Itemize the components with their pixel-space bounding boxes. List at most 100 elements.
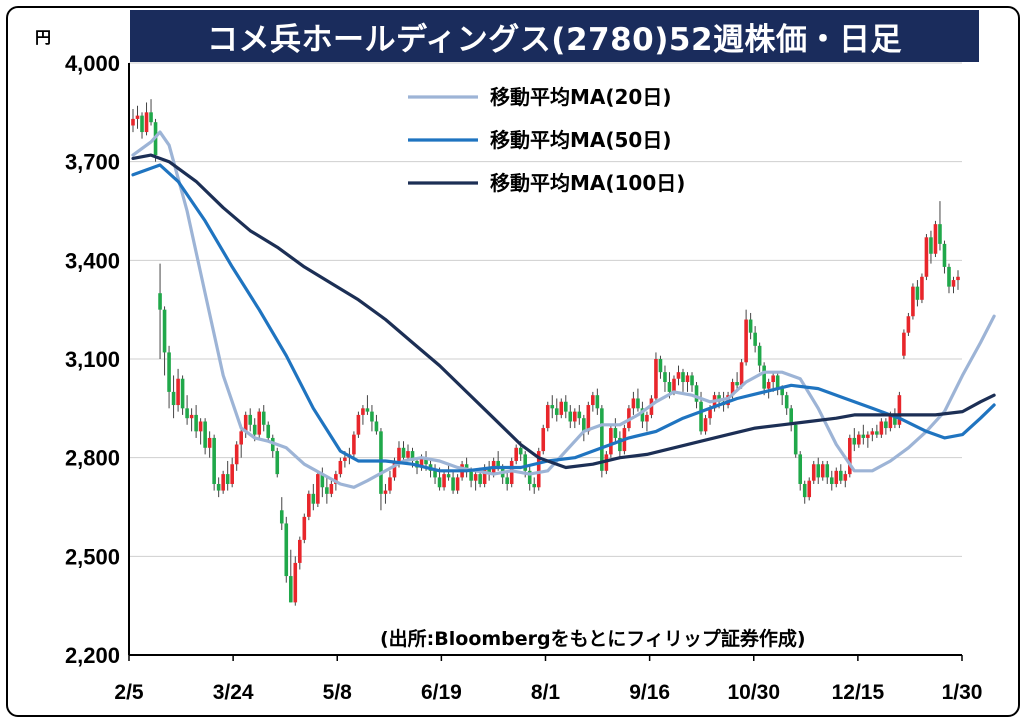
candle-body: [536, 451, 541, 488]
candle: [956, 270, 960, 290]
x-tick-labels: 2/5 3/24 5/8 6/19 8/1 9/16 10/30 12/15 1/30: [114, 655, 982, 704]
candle-body: [162, 309, 167, 353]
candle-body: [437, 477, 442, 488]
candle: [920, 273, 924, 304]
candle-body: [834, 470, 839, 484]
candle: [591, 391, 595, 412]
candle-body: [748, 319, 753, 333]
candle: [302, 513, 307, 544]
candle-body: [902, 332, 906, 356]
candle-body: [554, 408, 559, 415]
candle: [645, 411, 649, 432]
candle-body: [933, 224, 938, 254]
candle: [257, 408, 262, 438]
candle: [527, 464, 532, 491]
candle-body: [848, 437, 852, 475]
y-tick-label: 3,700: [65, 150, 120, 175]
x-tick-label: 10/30: [727, 681, 780, 704]
candle-body: [216, 483, 221, 491]
candle: [595, 388, 600, 415]
candle: [897, 391, 902, 429]
candle-body: [920, 276, 924, 300]
candle-body: [374, 421, 379, 432]
candle: [875, 424, 879, 438]
candle: [866, 431, 870, 448]
candle: [613, 418, 618, 445]
candle: [870, 428, 875, 442]
y-tick-label: 2,200: [65, 643, 120, 668]
candle: [582, 414, 586, 442]
chart-title-text: コメ兵ホールディングス(2780)52週株価・日足: [206, 21, 903, 58]
candle-body: [388, 477, 392, 491]
candle-body: [365, 408, 370, 412]
candle: [243, 411, 248, 438]
candle: [685, 372, 690, 392]
candle-body: [609, 428, 613, 455]
candle: [640, 401, 645, 429]
candle: [514, 444, 518, 465]
candle-body: [189, 414, 194, 419]
candle: [911, 283, 915, 320]
candle: [261, 405, 266, 432]
candle: [167, 345, 171, 409]
candle: [162, 306, 167, 376]
candle: [140, 112, 144, 139]
legend-label: 移動平均MA(20日): [490, 85, 672, 109]
candle: [279, 497, 284, 531]
candle: [383, 483, 388, 504]
candle-body: [311, 493, 316, 504]
candle: [234, 441, 239, 471]
candle: [144, 102, 149, 136]
candle-body: [338, 460, 343, 475]
candle-body: [672, 378, 676, 392]
candle: [131, 109, 135, 133]
candle-body: [915, 286, 920, 300]
candle: [509, 457, 514, 488]
candle-body: [843, 474, 848, 481]
candle: [784, 391, 789, 415]
candle-body: [884, 421, 888, 429]
candle-body: [207, 437, 212, 448]
candle: [902, 329, 906, 359]
candle: [225, 460, 230, 491]
candle-body: [591, 395, 595, 406]
candle-body: [307, 493, 311, 517]
candle-body: [135, 115, 140, 119]
candle: [189, 408, 194, 432]
candle: [379, 428, 383, 511]
candle: [171, 375, 176, 419]
candle: [811, 460, 816, 484]
candle-body: [667, 382, 672, 392]
candle: [406, 444, 410, 461]
candle-body: [631, 398, 636, 409]
candle-body: [185, 408, 189, 419]
ma-line-2: [131, 153, 996, 470]
candle-body: [676, 372, 681, 379]
x-tick-label: 9/16: [629, 681, 670, 704]
candle: [185, 395, 189, 425]
candle: [933, 220, 938, 258]
candle-body: [325, 487, 329, 494]
x-tick-label: 12/15: [832, 681, 885, 704]
candle: [906, 312, 911, 336]
candle: [802, 480, 807, 504]
candle: [356, 411, 361, 438]
candle-body: [221, 474, 225, 491]
candle-body: [852, 437, 857, 445]
candle: [388, 470, 392, 494]
candle: [915, 280, 920, 307]
candle-body: [248, 414, 253, 425]
candle-body: [825, 464, 830, 478]
candle-body: [361, 408, 365, 415]
candle-body: [410, 451, 415, 461]
candle-body: [906, 316, 911, 333]
candle-body: [870, 431, 875, 435]
candle-body: [527, 470, 532, 484]
candle-body: [176, 378, 180, 406]
y-tick-label: 3,400: [65, 248, 120, 273]
candle-body: [798, 454, 803, 484]
candle-body: [424, 457, 428, 465]
candle-body: [857, 434, 861, 445]
candle: [284, 516, 289, 583]
candle: [559, 398, 564, 419]
